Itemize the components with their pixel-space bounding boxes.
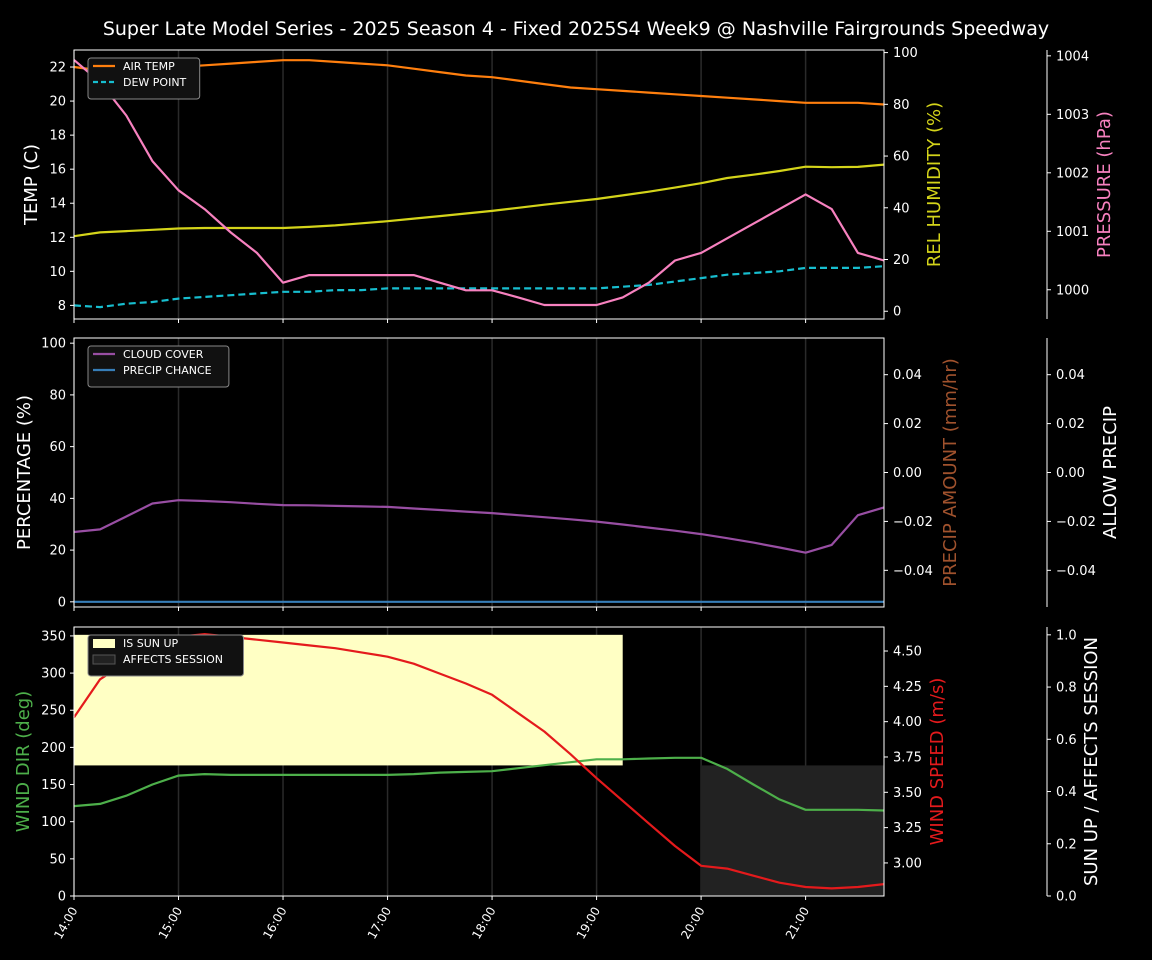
precip-amount-axis-label: PRECIP AMOUNT (mm/hr) — [940, 358, 961, 587]
chart-title: Super Late Model Series - 2025 Season 4 … — [103, 18, 1049, 40]
legend-swatch — [93, 639, 115, 648]
temp-axis-tick-label: 20 — [49, 95, 66, 110]
wind-speed-axis-tick-label: 3.25 — [893, 821, 922, 836]
pressure-axis-tick-label: 1003 — [1056, 108, 1089, 123]
allow-precip-axis-tick-label: 0.00 — [1056, 466, 1085, 481]
temp-axis-tick-label: 18 — [49, 129, 66, 144]
allow-precip-axis-tick-label: 0.04 — [1056, 368, 1085, 383]
wind-speed-axis-tick-label: 3.00 — [893, 856, 922, 871]
temp-axis-label: TEMP (C) — [21, 144, 42, 226]
percentage-axis-label: PERCENTAGE (%) — [14, 395, 35, 550]
sun-axis-tick-label: 1.0 — [1056, 628, 1077, 643]
wind-dir-axis-tick-label: 0 — [58, 890, 66, 905]
pressure-axis-tick-label: 1002 — [1056, 166, 1089, 181]
wind-dir-axis-tick-label: 100 — [41, 815, 66, 830]
wind-dir-axis-tick-label: 300 — [41, 667, 66, 682]
wind-dir-axis-tick-label: 50 — [49, 852, 66, 867]
weather-legend: AIR TEMP DEW POINT — [87, 57, 201, 100]
wind-speed-axis-tick-label: 3.75 — [893, 750, 922, 765]
humidity-line — [73, 163, 885, 238]
wind-dir-axis-tick-label: 150 — [41, 778, 66, 793]
temp-axis-tick-label: 12 — [49, 231, 66, 246]
wind-speed-axis-tick-label: 4.50 — [893, 645, 922, 660]
pressure-axis-label: PRESSURE (hPa) — [1094, 111, 1115, 258]
sun-axis-tick-label: 0.0 — [1056, 890, 1077, 905]
sun-axis-label: SUN UP / AFFECTS SESSION — [1081, 637, 1102, 886]
wind-speed-axis-label: WIND SPEED (m/s) — [927, 678, 948, 846]
temp-axis-tick-label: 14 — [49, 197, 66, 212]
allow-precip-axis-tick-label: −0.04 — [1056, 564, 1096, 579]
wind-speed-axis-tick-label: 3.50 — [893, 786, 922, 801]
precip-amount-axis-tick-label: −0.02 — [893, 515, 933, 530]
legend-frame — [87, 634, 244, 677]
percentage-axis-tick-label: 0 — [58, 595, 66, 610]
pressure-axis-tick-label: 1001 — [1056, 225, 1089, 240]
precip-legend: CLOUD COVER PRECIP CHANCE — [87, 345, 230, 388]
wind-legend: IS SUN UP AFFECTS SESSION — [87, 634, 244, 677]
humidity-axis-tick-label: 40 — [893, 201, 910, 216]
wind-dir-axis-tick-label: 200 — [41, 741, 66, 756]
legend-swatch — [92, 654, 116, 665]
allow-precip-axis-tick-label: 0.02 — [1056, 417, 1085, 432]
precip-amount-axis-tick-label: −0.04 — [893, 564, 933, 579]
humidity-axis-tick-label: 60 — [893, 150, 910, 165]
precip-amount-axis-tick-label: 0.02 — [893, 417, 922, 432]
legend-frame — [87, 57, 201, 100]
percentage-axis-tick-label: 80 — [49, 388, 66, 403]
percentage-axis-tick-label: 100 — [41, 337, 66, 352]
sun-axis-tick-label: 0.6 — [1056, 733, 1077, 748]
cloud-cover-line — [73, 499, 885, 554]
percentage-axis-tick-label: 60 — [49, 440, 66, 455]
legend-label: CLOUD COVER — [123, 348, 204, 361]
wind-dir-axis-tick-label: 350 — [41, 629, 66, 644]
legend-label: IS SUN UP — [123, 637, 179, 650]
wind-panel-frame — [73, 626, 885, 897]
wind-dir-axis-label: WIND DIR (deg) — [13, 691, 34, 833]
sun-axis-tick-label: 0.8 — [1056, 681, 1077, 696]
dew-point-line — [73, 265, 885, 309]
humidity-axis-label: REL HUMIDITY (%) — [924, 102, 945, 267]
percentage-axis-tick-label: 20 — [49, 544, 66, 559]
legend-label: AFFECTS SESSION — [123, 653, 223, 666]
temp-axis-tick-label: 10 — [49, 265, 66, 280]
legend-label: AIR TEMP — [123, 60, 175, 73]
precip-amount-axis-tick-label: 0.04 — [893, 368, 922, 383]
legend-label: DEW POINT — [123, 76, 187, 89]
air-temp-line — [73, 59, 885, 106]
temp-axis-tick-label: 22 — [49, 61, 66, 76]
pressure-axis-tick-label: 1004 — [1056, 49, 1089, 64]
humidity-axis-tick-label: 0 — [893, 305, 901, 320]
sun-axis-tick-label: 0.2 — [1056, 837, 1077, 852]
wind-dir-axis-tick-label: 250 — [41, 704, 66, 719]
wind-dir-line — [73, 756, 885, 812]
affects-session-band — [701, 765, 884, 896]
percentage-axis-tick-label: 40 — [49, 492, 66, 507]
pressure-line — [73, 59, 885, 307]
allow-precip-axis-tick-label: −0.02 — [1056, 515, 1096, 530]
legend-frame — [87, 345, 230, 388]
temp-axis-tick-label: 8 — [58, 299, 66, 314]
humidity-axis-tick-label: 80 — [893, 98, 910, 113]
wind-speed-axis-tick-label: 4.00 — [893, 715, 922, 730]
humidity-axis-tick-label: 100 — [893, 46, 918, 61]
weather-panel-frame — [73, 49, 885, 320]
wind-speed-axis-tick-label: 4.25 — [893, 680, 922, 695]
humidity-axis-tick-label: 20 — [893, 253, 910, 268]
allow-precip-axis-label: ALLOW PRECIP — [1100, 406, 1121, 539]
sun-axis-tick-label: 0.4 — [1056, 785, 1077, 800]
precip-amount-axis-tick-label: 0.00 — [893, 466, 922, 481]
legend-label: PRECIP CHANCE — [123, 364, 212, 377]
pressure-axis-tick-label: 1000 — [1056, 283, 1089, 298]
temp-axis-tick-label: 16 — [49, 163, 66, 178]
